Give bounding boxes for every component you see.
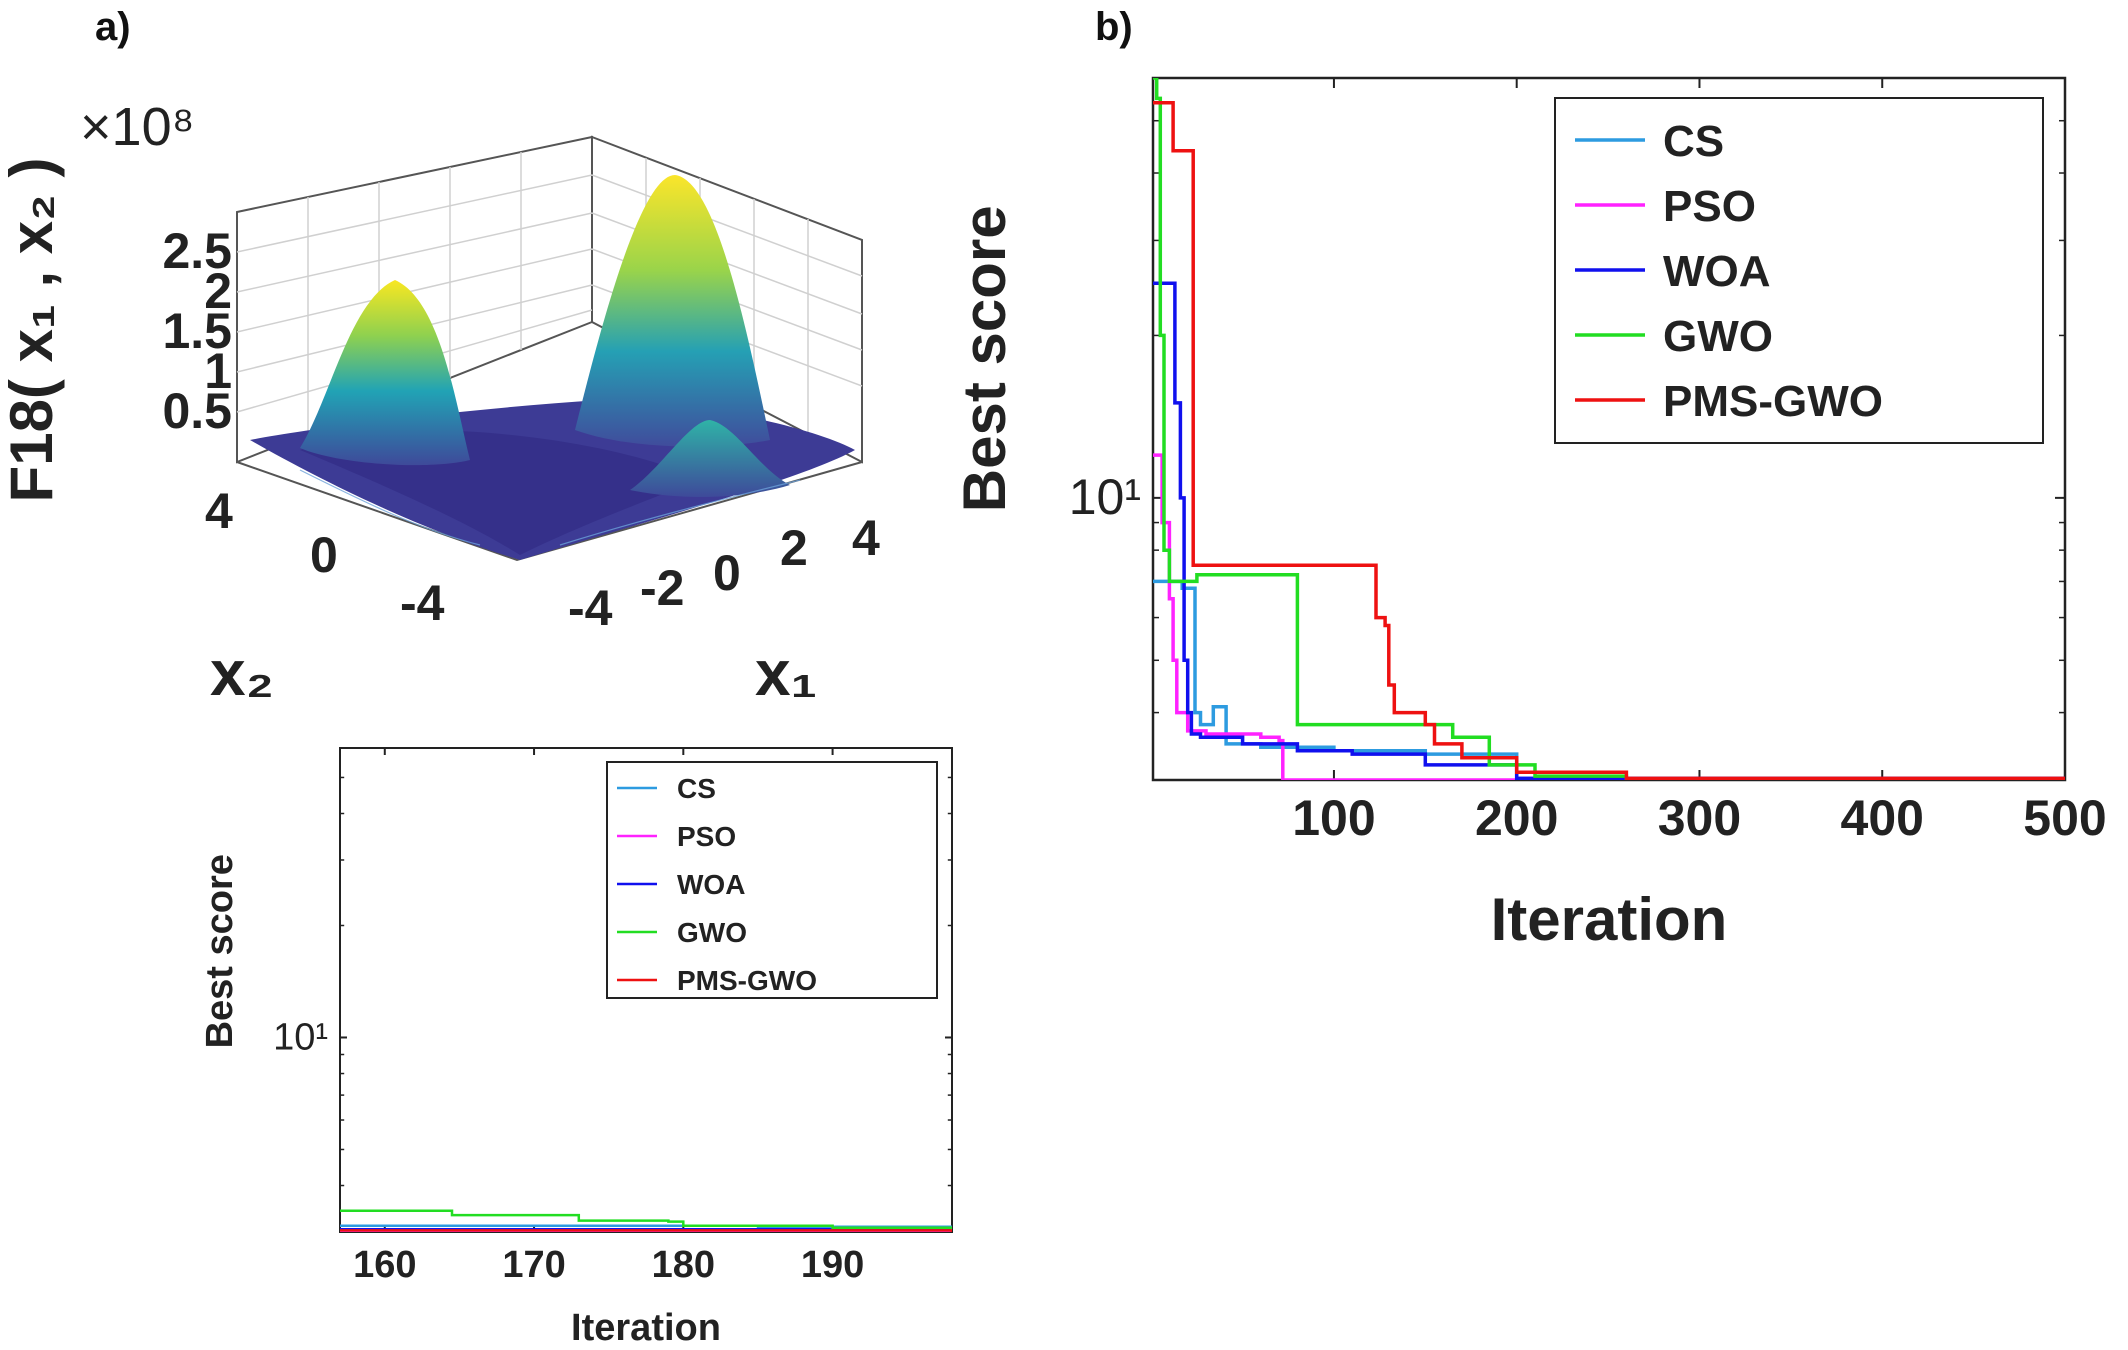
convergence-main-panel: b) 100 200 300 400 500 10¹ Iteration Best score… <box>951 5 2107 953</box>
convergence-zoom-panel: 160 170 180 190 10¹ Iteration Best score CS PSO W… <box>199 747 953 1349</box>
z-tick-label: 2.5 <box>162 223 232 279</box>
y-axis-title: Best score <box>199 854 241 1048</box>
x1-tick-label: 0 <box>713 545 741 601</box>
x1-tick-label: 4 <box>852 510 880 566</box>
legend: CS PSO WOA GWO PMS-GWO <box>1554 97 2044 444</box>
legend-label-gwo: GWO <box>1663 312 1773 361</box>
surface-z-label: F18( x₁ , x₂ ) <box>0 158 65 503</box>
surface-body <box>250 175 855 560</box>
surface-z-scale: ×10⁸ <box>80 97 194 157</box>
series-line-pms-gwo <box>340 1229 952 1232</box>
legend-label-cs: CS <box>1663 117 1724 166</box>
legend-label-pms-gwo: PMS-GWO <box>1663 377 1883 426</box>
series-line-pms-gwo <box>1153 100 2065 780</box>
legend-label-pso: PSO <box>677 821 736 852</box>
legend-label-cs: CS <box>677 773 716 804</box>
legend-label-gwo: GWO <box>677 917 747 948</box>
x-tick-label: 180 <box>652 1244 715 1286</box>
x2-tick-label: -4 <box>400 575 445 631</box>
y-tick-label: 10¹ <box>273 1016 328 1058</box>
panel-b-label: b) <box>1095 5 1133 49</box>
x-tick-label: 170 <box>502 1244 565 1286</box>
surface-panel: a) <box>0 5 880 709</box>
x-tick-label: 300 <box>1658 790 1741 846</box>
z-tick-label: 1 <box>204 343 232 399</box>
surface-x2-label: x₂ <box>210 637 274 709</box>
x-tick-label: 100 <box>1292 790 1375 846</box>
legend-label-pso: PSO <box>1663 182 1756 231</box>
panel-a-label: a) <box>95 5 131 49</box>
surface-floor <box>236 461 863 562</box>
surface-z-ticks: 2.5 2 1.5 1 0.5 <box>162 223 232 439</box>
x1-tick-label: -4 <box>568 580 613 636</box>
z-tick-label: 2 <box>204 263 232 319</box>
x2-tick-label: 4 <box>205 483 233 539</box>
x1-tick-label: 2 <box>780 520 808 576</box>
x-tick-label: 200 <box>1475 790 1558 846</box>
convergence-zoom-chart: 160 170 180 190 10¹ Iteration Best score CS PSO W… <box>199 747 953 1349</box>
legend: CS PSO WOA GWO PMS-GWO <box>606 761 938 999</box>
x1-tick-label: -2 <box>640 560 684 616</box>
surface-x2-ticks: 4 0 -4 <box>205 483 445 631</box>
legend-box <box>606 761 938 999</box>
legend-label-pms-gwo: PMS-GWO <box>677 965 817 996</box>
surface-x1-ticks: -4 -2 0 2 4 <box>568 510 880 636</box>
y-tick-label: 10¹ <box>1069 469 1141 525</box>
x-tick-label: 500 <box>2023 790 2106 846</box>
y-axis-title: Best score <box>951 205 1018 512</box>
series-line-woa <box>1153 281 2065 780</box>
x-axis-title: Iteration <box>571 1307 721 1349</box>
z-tick-label: 0.5 <box>162 383 232 439</box>
x-tick-label: 160 <box>353 1244 416 1286</box>
series-line-gwo <box>1153 78 2065 780</box>
legend-label-woa: WOA <box>1663 247 1771 296</box>
x-axis-title: Iteration <box>1491 886 1728 953</box>
surface-x1-label: x₁ <box>755 637 817 709</box>
convergence-main-chart: 100 200 300 400 500 10¹ Iteration Best score CS P… <box>951 76 2107 953</box>
x-tick-label: 400 <box>1841 790 1924 846</box>
x-tick-label: 190 <box>801 1244 864 1286</box>
legend-label-woa: WOA <box>677 869 745 900</box>
x2-tick-label: 0 <box>310 527 338 583</box>
z-tick-label: 1.5 <box>162 303 232 359</box>
series-line-gwo <box>340 1209 952 1231</box>
